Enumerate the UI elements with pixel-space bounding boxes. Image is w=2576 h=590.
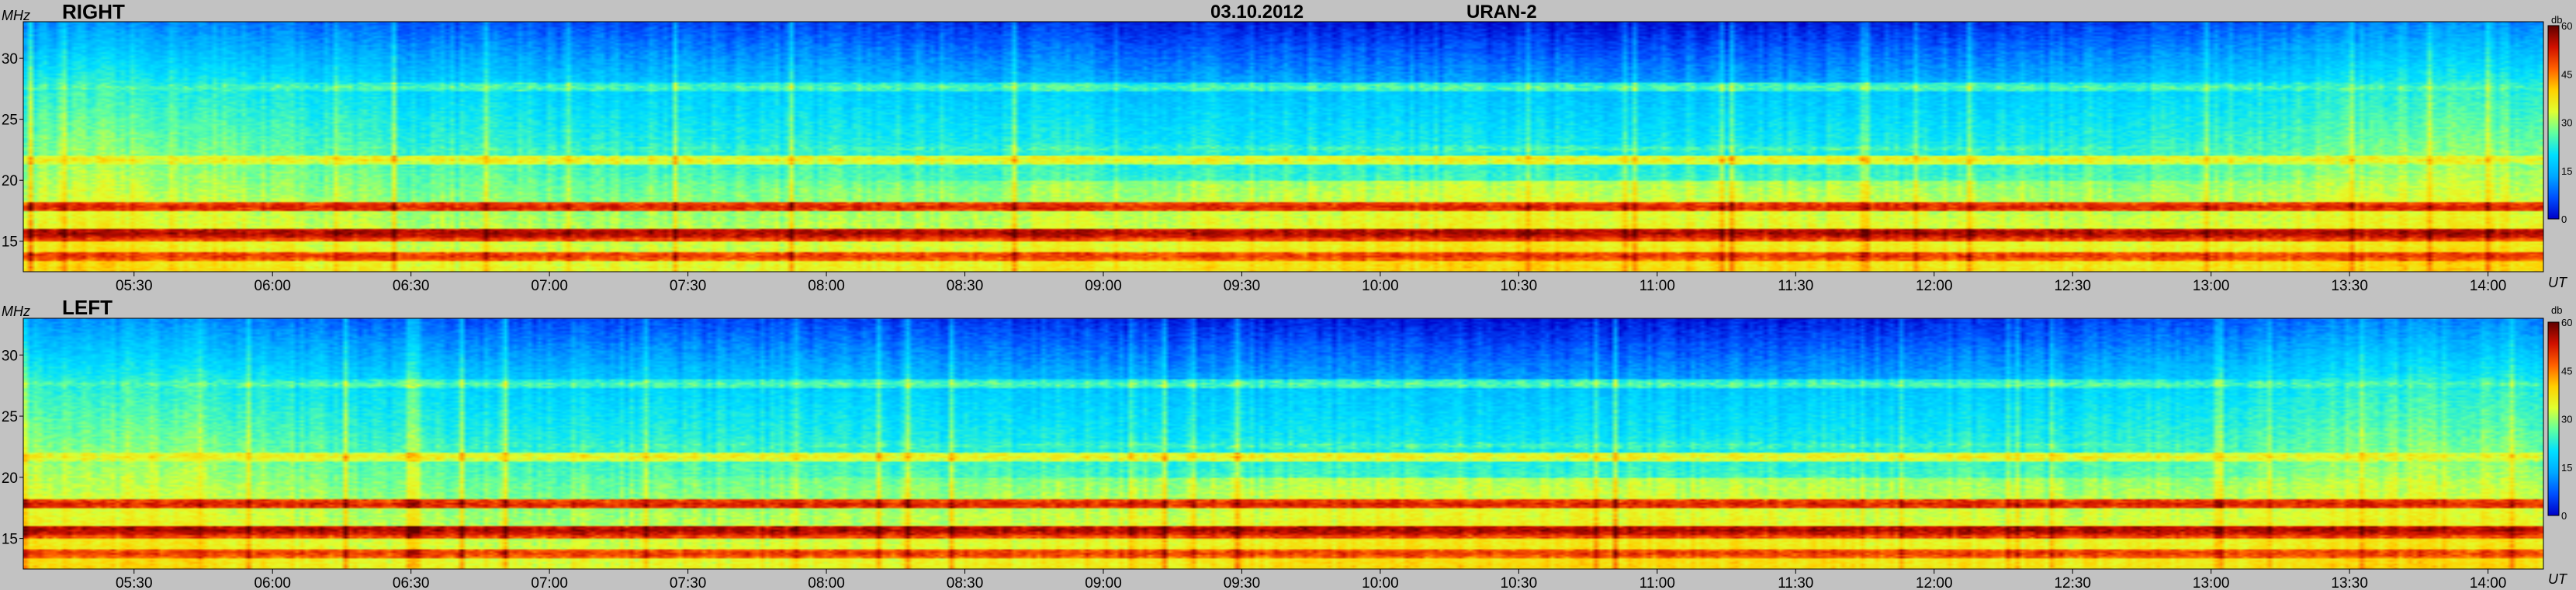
left-polarization-panel: LEFT MHz UT db 15 20 25 30 05:30 06:00 06:30 07… [2,296,2573,590]
colorbar-tick-label: 0 [2561,213,2567,225]
x-tick-label: 05:30 [116,278,153,294]
colorbar-tick-label: 30 [2561,414,2572,425]
colorbar-tick-label: 15 [2561,165,2572,177]
x-tick-label: 11:00 [1639,575,1675,590]
x-tick-label: 09:00 [1085,278,1122,294]
x-tick-label: 08:30 [947,278,984,294]
date-label: 03.10.2012 [1210,2,1304,23]
y-tick-label: 30 [2,348,18,364]
x-tick-label: 06:30 [393,575,430,590]
x-tick-label: 13:00 [2193,575,2230,590]
x-tick-label: 07:30 [670,575,707,590]
plot-frame [23,318,2544,570]
y-tick-label: 25 [2,113,18,129]
spectrogram-heatmap [23,22,2543,272]
x-tick-label: 06:00 [254,278,291,294]
x-tick-label: 08:00 [808,278,845,294]
colorbar-tick-label: 45 [2561,365,2572,377]
y-unit-label: MHz [2,304,30,319]
y-tick-label: 20 [2,173,18,189]
colorbar [2547,321,2560,516]
x-unit-label: UT [2548,275,2568,290]
x-tick-label: 09:30 [1224,278,1261,294]
x-tick-label: 08:00 [808,575,845,590]
x-tick-label: 12:30 [2054,575,2091,590]
x-tick-label: 13:00 [2193,278,2230,294]
x-tick-label: 06:30 [393,278,430,294]
colorbar [2547,25,2560,220]
y-tick-label: 25 [2,409,18,425]
y-tick-label: 20 [2,470,18,487]
x-unit-label: UT [2548,571,2568,587]
x-tick-label: 10:00 [1362,575,1399,590]
colorbar-unit-label: db [2551,14,2562,26]
plot-frame [23,21,2544,272]
spectrogram-heatmap [23,318,2543,569]
x-tick-label: 09:00 [1085,575,1122,590]
x-tick-label: 07:00 [531,575,568,590]
y-tick-label: 30 [2,51,18,68]
panel-label: LEFT [62,296,113,319]
colorbar-tick-label: 60 [2561,317,2572,328]
x-tick-label: 11:30 [1778,575,1813,590]
colorbar-tick-label: 15 [2561,462,2572,474]
x-tick-label: 12:30 [2054,278,2091,294]
x-tick-label: 10:30 [1501,575,1538,590]
colorbar-tick-label: 45 [2561,68,2572,80]
y-tick-label: 15 [2,234,18,251]
x-tick-label: 12:00 [1916,278,1953,294]
x-tick-label: 07:00 [531,278,568,294]
right-polarization-panel: RIGHT MHz UT db 15 20 25 30 05:30 06:00 06:30 0… [2,0,2573,294]
instrument-label: URAN-2 [1466,2,1537,23]
x-tick-label: 11:30 [1778,278,1813,294]
panel-label: RIGHT [62,0,125,23]
y-tick-label: 15 [2,532,18,548]
y-unit-label: MHz [2,8,30,23]
x-tick-label: 07:30 [670,278,707,294]
colorbar-tick-label: 0 [2561,510,2567,522]
x-tick-label: 12:00 [1916,575,1953,590]
x-tick-label: 08:30 [947,575,984,590]
x-tick-label: 13:30 [2331,278,2368,294]
colorbar-unit-label: db [2551,304,2562,316]
x-tick-label: 14:00 [2470,575,2507,590]
colorbar-tick-label: 30 [2561,117,2572,129]
x-tick-label: 09:30 [1224,575,1261,590]
x-tick-label: 05:30 [116,575,153,590]
colorbar-tick-label: 60 [2561,20,2572,32]
x-tick-label: 10:30 [1501,278,1538,294]
x-tick-label: 13:30 [2331,575,2368,590]
x-tick-label: 11:00 [1639,278,1675,294]
x-tick-label: 06:00 [254,575,291,590]
x-tick-label: 10:00 [1362,278,1399,294]
x-tick-label: 14:00 [2470,278,2507,294]
